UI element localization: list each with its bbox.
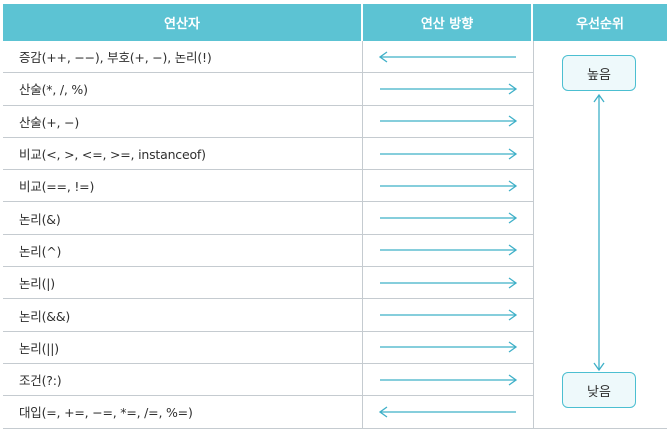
arrow-right-icon (380, 341, 518, 353)
table-row: 논리(^) (3, 234, 533, 268)
direction-cell (363, 202, 533, 233)
table-header: 연산자 연산 방향 우선순위 (3, 4, 667, 41)
table-row: 대입(=, +=, −=, *=, /=, %=) (3, 396, 533, 429)
operator-cell: 논리(||) (3, 331, 363, 363)
arrow-left-icon (378, 406, 516, 418)
arrow-right-icon (380, 374, 518, 386)
precedence-low-badge: 낮음 (562, 372, 636, 408)
table-row: 비교(==, !=) (3, 170, 533, 203)
direction-cell (363, 299, 533, 330)
table-row: 산술(+, −) (3, 105, 533, 138)
direction-cell (363, 267, 533, 298)
table-row: 논리(&&) (3, 299, 533, 332)
direction-cell (363, 396, 533, 427)
operator-cell: 산술(+, −) (3, 105, 363, 137)
direction-cell (363, 364, 533, 395)
operator-cell: 논리(^) (3, 234, 363, 267)
table-row: 조건(?:) (3, 363, 533, 397)
table-row: 비교(<, >, <=, >=, instanceof) (3, 137, 533, 171)
operator-cell: 논리(&&) (3, 299, 363, 331)
arrow-left-icon (378, 51, 516, 63)
arrow-right-icon (380, 277, 518, 289)
header-direction: 연산 방향 (363, 4, 533, 41)
table-body: 증감(++, −−), 부호(+, −), 논리(!) 산술(*, /, %) 산술… (3, 41, 533, 429)
operator-cell: 산술(*, /, %) (3, 73, 363, 105)
arrow-right-icon (380, 212, 518, 224)
direction-cell (363, 332, 533, 363)
direction-cell (363, 41, 533, 72)
operator-cell: 증감(++, −−), 부호(+, −), 논리(!) (3, 41, 363, 73)
arrow-right-icon (380, 180, 518, 192)
operator-cell: 비교(<, >, <=, >=, instanceof) (3, 137, 363, 170)
operator-precedence-table: 연산자 연산 방향 우선순위 증감(++, −−), 부호(+, −), 논리(… (3, 4, 667, 429)
table-row: 논리(|) (3, 267, 533, 300)
precedence-high-badge: 높음 (562, 55, 636, 91)
direction-cell (363, 73, 533, 104)
precedence-column: 높음 낮음 (533, 41, 667, 429)
operator-cell: 조건(?:) (3, 363, 363, 396)
operator-cell: 논리(|) (3, 267, 363, 299)
arrow-right-icon (380, 83, 518, 95)
direction-cell (363, 138, 533, 169)
direction-cell (363, 106, 533, 137)
table-row: 산술(*, /, %) (3, 73, 533, 106)
arrow-right-icon (380, 309, 518, 321)
arrow-right-icon (380, 244, 518, 256)
double-arrow-icon (593, 93, 605, 372)
arrow-right-icon (380, 115, 518, 127)
table-row: 논리(||) (3, 331, 533, 364)
operator-cell: 논리(&) (3, 202, 363, 234)
header-precedence: 우선순위 (576, 17, 624, 32)
header-operator: 연산자 (3, 4, 363, 41)
direction-cell (363, 170, 533, 201)
arrow-right-icon (380, 148, 518, 160)
table-row: 증감(++, −−), 부호(+, −), 논리(!) (3, 41, 533, 74)
operator-cell: 비교(==, !=) (3, 170, 363, 202)
table-row: 논리(&) (3, 202, 533, 235)
operator-cell: 대입(=, +=, −=, *=, /=, %=) (3, 396, 363, 428)
direction-cell (363, 235, 533, 266)
